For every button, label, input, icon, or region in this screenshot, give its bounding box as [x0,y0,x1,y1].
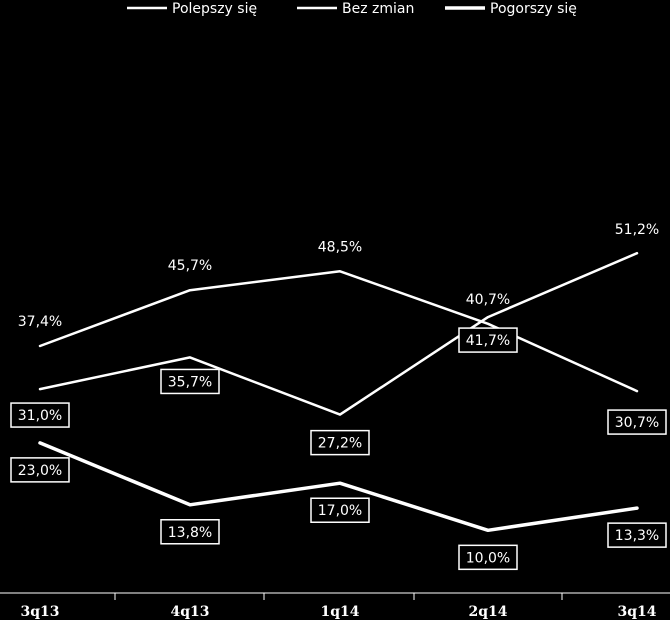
data-label: 51,2% [615,222,659,238]
data-label: 41,7% [466,333,510,349]
data-label-box [10,457,70,483]
series-lines [38,251,639,533]
data-label-box [458,327,518,353]
data-label: 27,2% [318,436,362,452]
x-tick-label: 1q14 [320,604,359,620]
data-label: 13,8% [168,525,212,541]
data-label: 31,0% [18,408,62,424]
legend-label: Pogorszy się [490,1,577,17]
legend-label: Bez zmian [342,1,414,17]
x-tick-label: 4q13 [170,604,209,620]
series-line [38,270,639,393]
legend-label: Polepszy się [172,1,257,17]
x-tick-label: 3q13 [20,604,59,620]
series-line [38,441,639,533]
data-label: 10,0% [466,550,510,566]
data-label: 40,7% [466,292,510,308]
data-label-box [458,544,518,571]
data-labels: 37,4% 45,7% 48,5% 40,7% 30,7% 31,0% 35,7% 27,2%… [10,222,667,571]
data-label: 13,3% [615,528,659,544]
data-label-box [310,497,370,523]
data-label-box [607,409,667,435]
data-label: 45,7% [168,258,212,274]
x-tick-label: 2q14 [468,604,507,620]
data-label: 37,4% [18,314,62,330]
data-label: 48,5% [318,239,362,255]
data-label: 23,0% [18,463,62,479]
series-line [38,251,639,416]
data-label: 30,7% [615,415,659,431]
data-label-box [310,429,370,456]
legend: Polepszy się Bez zmian Pogorszy się [127,1,577,17]
data-label: 17,0% [318,503,362,519]
x-axis: 3q13 4q13 1q14 2q14 3q14 [0,592,670,620]
data-label-box [607,522,667,548]
data-label-box [160,519,220,545]
x-tick-label: 3q14 [617,604,656,620]
data-label: 35,7% [168,374,212,390]
data-label-box [10,402,70,428]
data-label-box [160,368,220,395]
